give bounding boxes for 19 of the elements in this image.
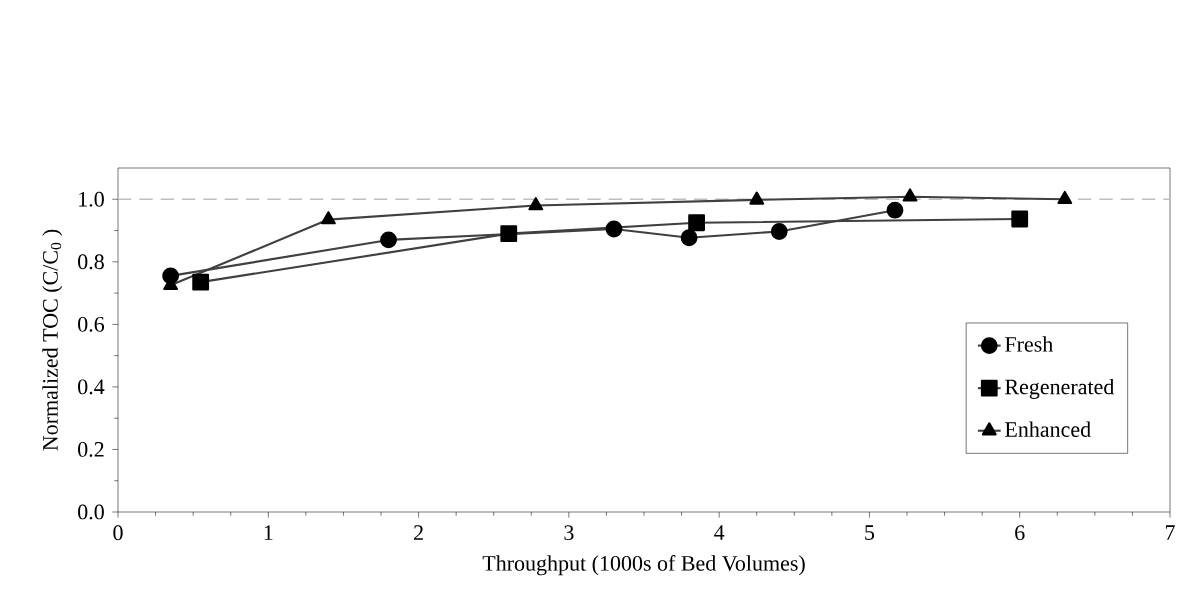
x-tick-label: 1 [264,525,273,540]
legend-label: Enhanced [1005,421,1091,437]
x-tick-label: 0 [113,525,123,541]
x-tick-label: 3 [564,525,574,541]
legend-label: Fresh [1005,336,1053,352]
y-tick-label: 0.2 [78,441,104,457]
x-tick-label: 5 [865,525,875,540]
x-axis-title: Throughput (1000s of Bed Volumes) [482,555,805,576]
x-tick-label: 2 [414,525,423,540]
x-tick-label: 7 [1165,525,1175,540]
y-tick-label: 1.0 [79,191,104,207]
y-axis-title: Normalized TOC (C/C$_{0}$ ) [42,229,63,451]
legend-label: Regenerated [1005,378,1115,399]
y-tick-label: 0.8 [78,254,104,270]
y-tick-label: 0.0 [78,504,104,520]
y-tick-label: 0.6 [78,316,105,332]
x-tick-label: 4 [714,525,725,540]
x-tick-label: 6 [1015,525,1025,541]
y-tick-label: 0.4 [78,379,105,395]
